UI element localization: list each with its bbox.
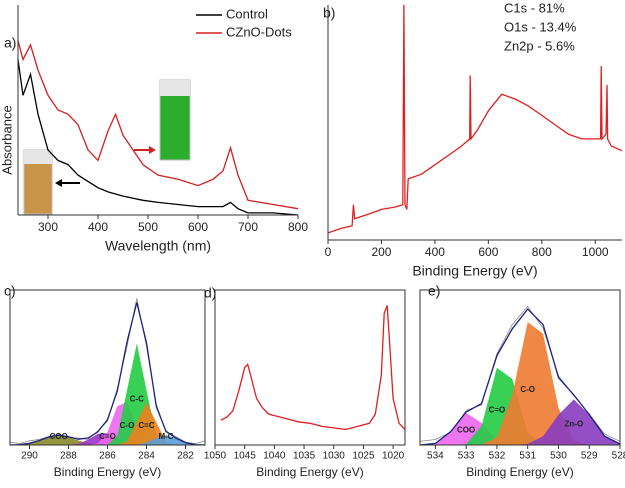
line xyxy=(419,308,621,446)
x-tick-label: 0 xyxy=(325,245,332,259)
panel: 1050 1045 1040 1035 1030 1025 1020 Binding Ener… xyxy=(204,285,406,479)
line xyxy=(327,4,623,234)
panel: COO C=O C-O Zn-O 534 533 532 531 530 529 528 Bindin… xyxy=(419,283,625,479)
y-axis-label: Absorbance xyxy=(0,105,14,174)
x-tick-label: 532 xyxy=(489,451,506,462)
peak-area xyxy=(10,435,205,445)
x-tick-label: 1050 xyxy=(204,451,227,462)
x-axis-label: Binding Energy (eV) xyxy=(412,263,537,279)
peak-label: C=O xyxy=(489,405,506,414)
x-tick-label: 531 xyxy=(519,451,536,462)
x-tick-label: 400 xyxy=(425,245,445,259)
panel: 0 200 400 600 800 1000 Binding Energy (eV) b) C1… xyxy=(323,0,623,279)
peak-label: C=O xyxy=(99,432,116,441)
x-tick-label: 286 xyxy=(99,451,116,462)
panel-label: a) xyxy=(4,35,16,51)
x-tick-label: 1045 xyxy=(234,451,257,462)
legend-label: CZnO-Dots xyxy=(226,24,292,39)
panel: 300 400 500 600 700 800 Wavelength (nm) Absorba… xyxy=(0,5,308,254)
x-tick-label: 1025 xyxy=(352,451,375,462)
x-axis-label: Wavelength (nm) xyxy=(105,238,211,254)
panel-label: b) xyxy=(323,5,335,21)
x-axis-label: Binding Energy (eV) xyxy=(256,465,363,479)
annotation: O1s - 13.4% xyxy=(504,19,577,34)
annotation: Zn2p - 5.6% xyxy=(504,38,575,53)
line xyxy=(17,59,299,216)
x-tick-label: 600 xyxy=(188,220,208,234)
x-tick-label: 400 xyxy=(88,220,108,234)
x-tick-label: 534 xyxy=(427,451,444,462)
line xyxy=(220,305,406,431)
panel-label: e) xyxy=(428,283,440,299)
frame xyxy=(9,289,206,446)
peak-label: C-C xyxy=(130,394,144,403)
peak-area xyxy=(10,343,205,445)
peak-area xyxy=(10,435,205,445)
x-tick-label: 533 xyxy=(458,451,475,462)
x-tick-label: 1030 xyxy=(323,451,346,462)
peak-label: C=C xyxy=(138,421,154,430)
line xyxy=(9,298,206,445)
x-tick-label: 700 xyxy=(238,220,258,234)
peak-label: C-O xyxy=(520,385,535,394)
x-tick-label: 1000 xyxy=(582,245,609,259)
x-tick-label: 200 xyxy=(371,245,391,259)
cuvette-cap xyxy=(160,80,190,96)
x-tick-label: 529 xyxy=(581,451,598,462)
arrow-head xyxy=(149,146,156,154)
x-tick-label: 800 xyxy=(288,220,308,234)
panel-label: d) xyxy=(204,285,216,301)
x-axis-label: Binding Energy (eV) xyxy=(54,465,161,479)
x-tick-label: 1020 xyxy=(382,451,405,462)
frame xyxy=(419,289,621,446)
peak-label: C-O xyxy=(120,421,135,430)
x-tick-label: 800 xyxy=(532,245,552,259)
x-tick-label: 284 xyxy=(138,451,155,462)
peak-area xyxy=(10,402,205,445)
x-tick-label: 600 xyxy=(478,245,498,259)
panel-label: c) xyxy=(4,283,16,299)
peak-label: COO xyxy=(457,426,475,435)
peak-area xyxy=(10,402,205,445)
x-axis-label: Binding Energy (eV) xyxy=(466,465,573,479)
frame xyxy=(214,289,406,446)
annotation: C1s - 81% xyxy=(504,0,565,15)
x-tick-label: 290 xyxy=(21,451,38,462)
line xyxy=(9,302,206,446)
panel: COO C=O C-O C-C C=C M-C 290 288 286 284 282 Binding… xyxy=(4,283,206,479)
x-tick-label: 1035 xyxy=(293,451,316,462)
x-tick-label: 288 xyxy=(60,451,77,462)
x-tick-label: 528 xyxy=(612,451,625,462)
x-tick-label: 530 xyxy=(550,451,567,462)
peak-label: Zn-O xyxy=(565,420,584,429)
peak-label: M-C xyxy=(158,432,173,441)
x-tick-label: 300 xyxy=(38,220,58,234)
cuvette-cap xyxy=(24,150,52,164)
peak-area xyxy=(420,412,620,445)
legend-label: Control xyxy=(226,6,268,21)
peak-area xyxy=(420,322,620,445)
x-tick-label: 1040 xyxy=(263,451,286,462)
arrow-head xyxy=(55,179,62,187)
x-tick-label: 500 xyxy=(138,220,158,234)
x-tick-label: 282 xyxy=(177,451,194,462)
peak-label: COO xyxy=(50,432,68,441)
cuvette-insets xyxy=(23,79,191,215)
line xyxy=(17,40,299,210)
peak-area xyxy=(420,399,620,445)
